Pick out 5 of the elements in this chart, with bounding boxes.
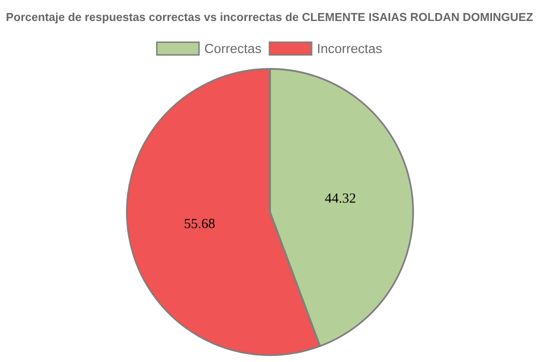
- chart-title: Porcentaje de respuestas correctas vs incorrectas de CLEMENTE ISAIAS ROLDAN DOMINGUEZ: [6, 12, 533, 24]
- legend-label: Incorrectas: [318, 44, 382, 54]
- data-label: 55.68: [184, 218, 215, 228]
- legend-label: Correctas: [204, 44, 262, 54]
- data-label: 44.32: [325, 193, 356, 203]
